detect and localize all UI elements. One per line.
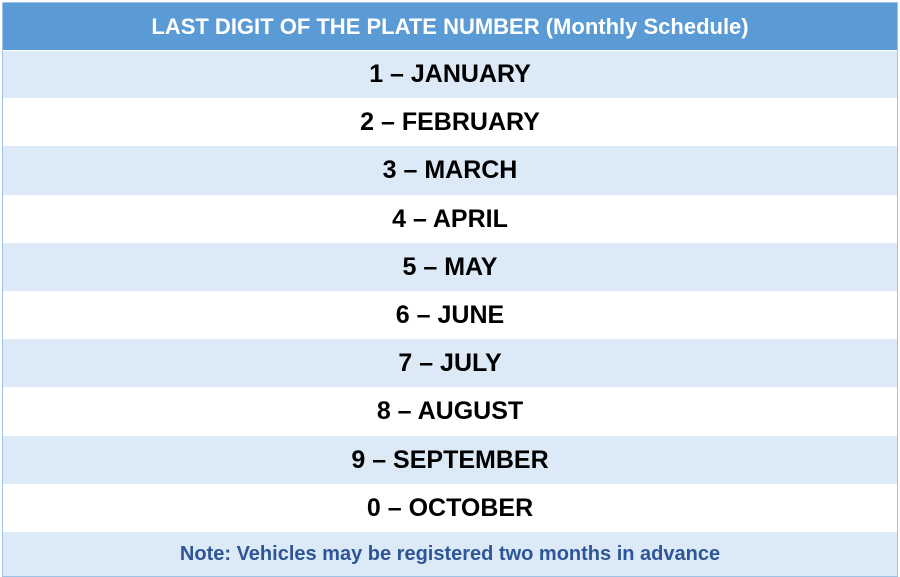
table-row: 5 – MAY xyxy=(3,243,897,292)
table-row: 7 – JULY xyxy=(3,340,897,389)
table-note: Note: Vehicles may be registered two mon… xyxy=(3,532,897,576)
table-row: 3 – MARCH xyxy=(3,147,897,196)
table-header: LAST DIGIT OF THE PLATE NUMBER (Monthly … xyxy=(3,3,897,51)
table-row: 4 – APRIL xyxy=(3,195,897,244)
table-row: 2 – FEBRUARY xyxy=(3,99,897,148)
table-row: 9 – SEPTEMBER xyxy=(3,436,897,485)
table-row: 6 – JUNE xyxy=(3,291,897,341)
table-row: 8 – AUGUST xyxy=(3,388,897,437)
table-row: 1 – JANUARY xyxy=(3,51,897,100)
table-row: 0 – OCTOBER xyxy=(3,484,897,533)
